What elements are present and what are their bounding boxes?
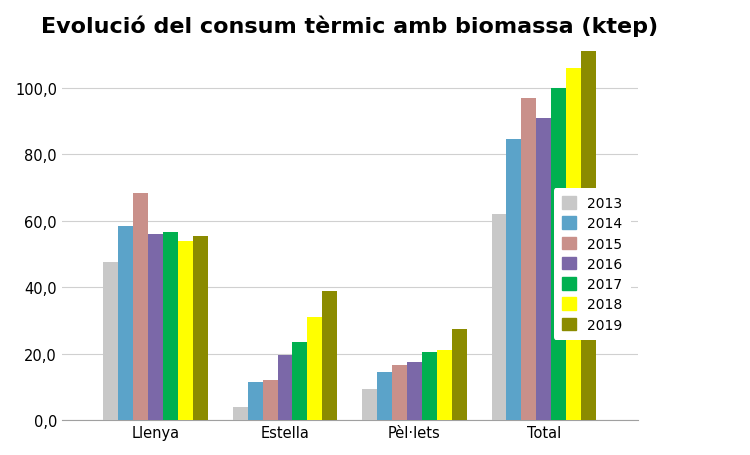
Bar [491, 215, 506, 420]
Bar [278, 356, 292, 420]
Bar [506, 140, 521, 420]
Bar [551, 89, 566, 420]
Bar [178, 241, 193, 420]
Bar [377, 372, 392, 420]
Bar [248, 382, 262, 420]
Bar [407, 362, 422, 420]
Bar [118, 226, 134, 420]
Bar [308, 318, 322, 420]
Bar [362, 389, 377, 420]
Bar [104, 263, 118, 420]
Bar [193, 236, 208, 420]
Legend: 2013, 2014, 2015, 2016, 2017, 2018, 2019: 2013, 2014, 2015, 2016, 2017, 2018, 2019 [554, 188, 631, 340]
Bar [452, 329, 466, 420]
Bar [262, 380, 278, 420]
Bar [392, 365, 407, 420]
Bar [422, 352, 436, 420]
Bar [134, 193, 148, 420]
Bar [322, 291, 338, 420]
Bar [163, 233, 178, 420]
Bar [581, 52, 596, 420]
Bar [292, 342, 308, 420]
Bar [566, 69, 581, 420]
Bar [436, 351, 451, 420]
Bar [536, 119, 551, 420]
Bar [232, 407, 248, 420]
Title: Evolució del consum tèrmic amb biomassa (ktep): Evolució del consum tèrmic amb biomassa … [41, 15, 658, 36]
Bar [521, 99, 536, 420]
Bar [148, 235, 163, 420]
